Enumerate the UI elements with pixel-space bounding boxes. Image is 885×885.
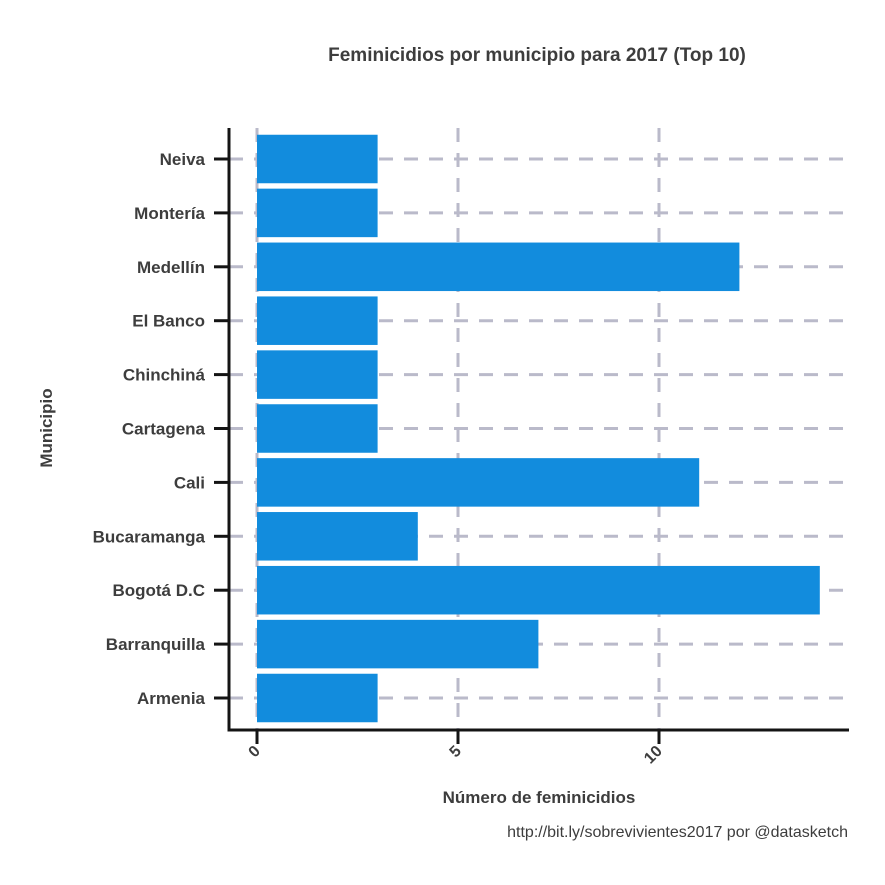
- y-tick-label: Bucaramanga: [93, 527, 206, 546]
- y-tick-label: El Banco: [132, 312, 205, 331]
- x-tick-label: 10: [641, 743, 666, 768]
- bar: [257, 512, 418, 561]
- y-tick-label: Chinchiná: [123, 366, 206, 385]
- bar: [257, 350, 378, 399]
- y-tick-label: Barranquilla: [106, 635, 206, 654]
- y-tick-label: Medellín: [137, 258, 205, 277]
- y-tick-label: Neiva: [160, 150, 206, 169]
- bar: [257, 242, 740, 292]
- chart-title: Feminicidios por municipio para 2017 (To…: [328, 45, 746, 66]
- y-tick-label: Armenia: [137, 689, 206, 708]
- x-axis-ticks: 0 5 10: [246, 730, 666, 767]
- bar: [257, 296, 378, 345]
- bar: [257, 619, 539, 669]
- bar: [257, 565, 820, 615]
- bar: [257, 458, 700, 507]
- y-tick-label: Cartagena: [122, 420, 206, 439]
- x-axis-label: Número de feminicidios: [443, 788, 636, 807]
- y-tick-label: Cali: [174, 473, 205, 492]
- bar: [257, 404, 378, 453]
- y-tick-label: Bogotá D.C: [112, 581, 205, 600]
- bar: [257, 134, 378, 184]
- y-axis-label: Municipio: [37, 388, 56, 467]
- chart-caption: http://bit.ly/sobrevivientes2017 por @da…: [507, 824, 848, 841]
- bar: [257, 673, 378, 723]
- bars: [257, 134, 820, 723]
- bar: [257, 188, 378, 238]
- x-tick-label: 0: [246, 743, 264, 761]
- x-tick-label: 5: [447, 743, 465, 761]
- y-tick-label: Montería: [134, 204, 205, 223]
- y-axis-ticks: Armenia Barranquilla Bogotá D.C Bucaramanga…: [93, 150, 229, 708]
